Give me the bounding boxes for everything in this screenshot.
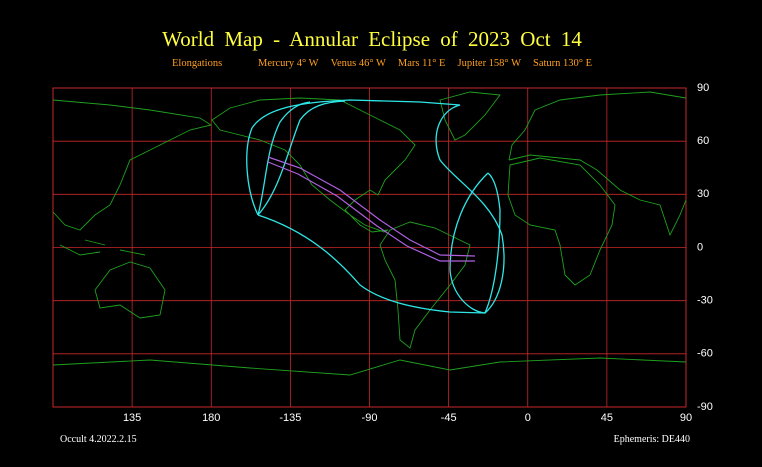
- eurasia-west: [52, 99, 213, 231]
- x-tick-label: 135: [123, 412, 141, 424]
- x-tick-label: 0: [525, 412, 531, 424]
- rise-set-curve: [257, 101, 311, 216]
- planet-elongation: Venus 46° W: [331, 58, 386, 69]
- map-title: World Map - Annular Eclipse of 2023 Oct …: [162, 27, 582, 51]
- rise-set-curve: [257, 100, 346, 216]
- africa: [507, 157, 616, 286]
- y-tick-label: 60: [697, 135, 709, 147]
- y-tick-label: 0: [697, 241, 703, 253]
- axis-labels: 135 180 -135 -90 -45 0 45 90 90 60 30 0 -30 -60 -90: [123, 82, 713, 424]
- ephemeris: Ephemeris: DE440: [614, 434, 690, 445]
- greenland: [439, 91, 501, 141]
- y-tick-label: 30: [697, 188, 709, 200]
- planet-elongation: Mars 11° E: [398, 58, 446, 69]
- outer-limit: [246, 99, 505, 314]
- elongations-label: Elongations: [172, 58, 222, 69]
- planet-elongation: Mercury 4° W: [258, 58, 319, 69]
- x-tick-label: -90: [362, 412, 378, 424]
- planet-elongation: Jupiter 158° W: [457, 58, 521, 69]
- eclipse-paths: [246, 99, 505, 314]
- north-america: [211, 97, 416, 233]
- central-line: [267, 156, 476, 257]
- australia: [94, 261, 166, 319]
- y-tick-label: -60: [697, 348, 713, 360]
- x-tick-label: 90: [680, 412, 692, 424]
- x-tick-label: -45: [441, 412, 457, 424]
- indonesia: [59, 239, 146, 256]
- y-tick-label: -90: [697, 401, 713, 413]
- planet-elongation: Saturn 130° E: [533, 58, 592, 69]
- x-tick-label: -135: [279, 412, 301, 424]
- south-america: [379, 221, 471, 349]
- x-tick-label: 45: [601, 412, 613, 424]
- elongations: Elongations Mercury 4° W Venus 46° W Mars …: [172, 58, 592, 69]
- version: Occult 4.2022.2.15: [60, 434, 137, 445]
- coastlines: [52, 91, 687, 376]
- eurasia-east: [508, 91, 687, 237]
- y-tick-label: 90: [697, 82, 709, 94]
- y-tick-label: -30: [697, 295, 713, 307]
- end-lens: [449, 172, 501, 314]
- antarctica: [52, 357, 687, 376]
- grid: [53, 87, 687, 408]
- central-line: [267, 161, 475, 262]
- x-tick-label: 180: [202, 412, 220, 424]
